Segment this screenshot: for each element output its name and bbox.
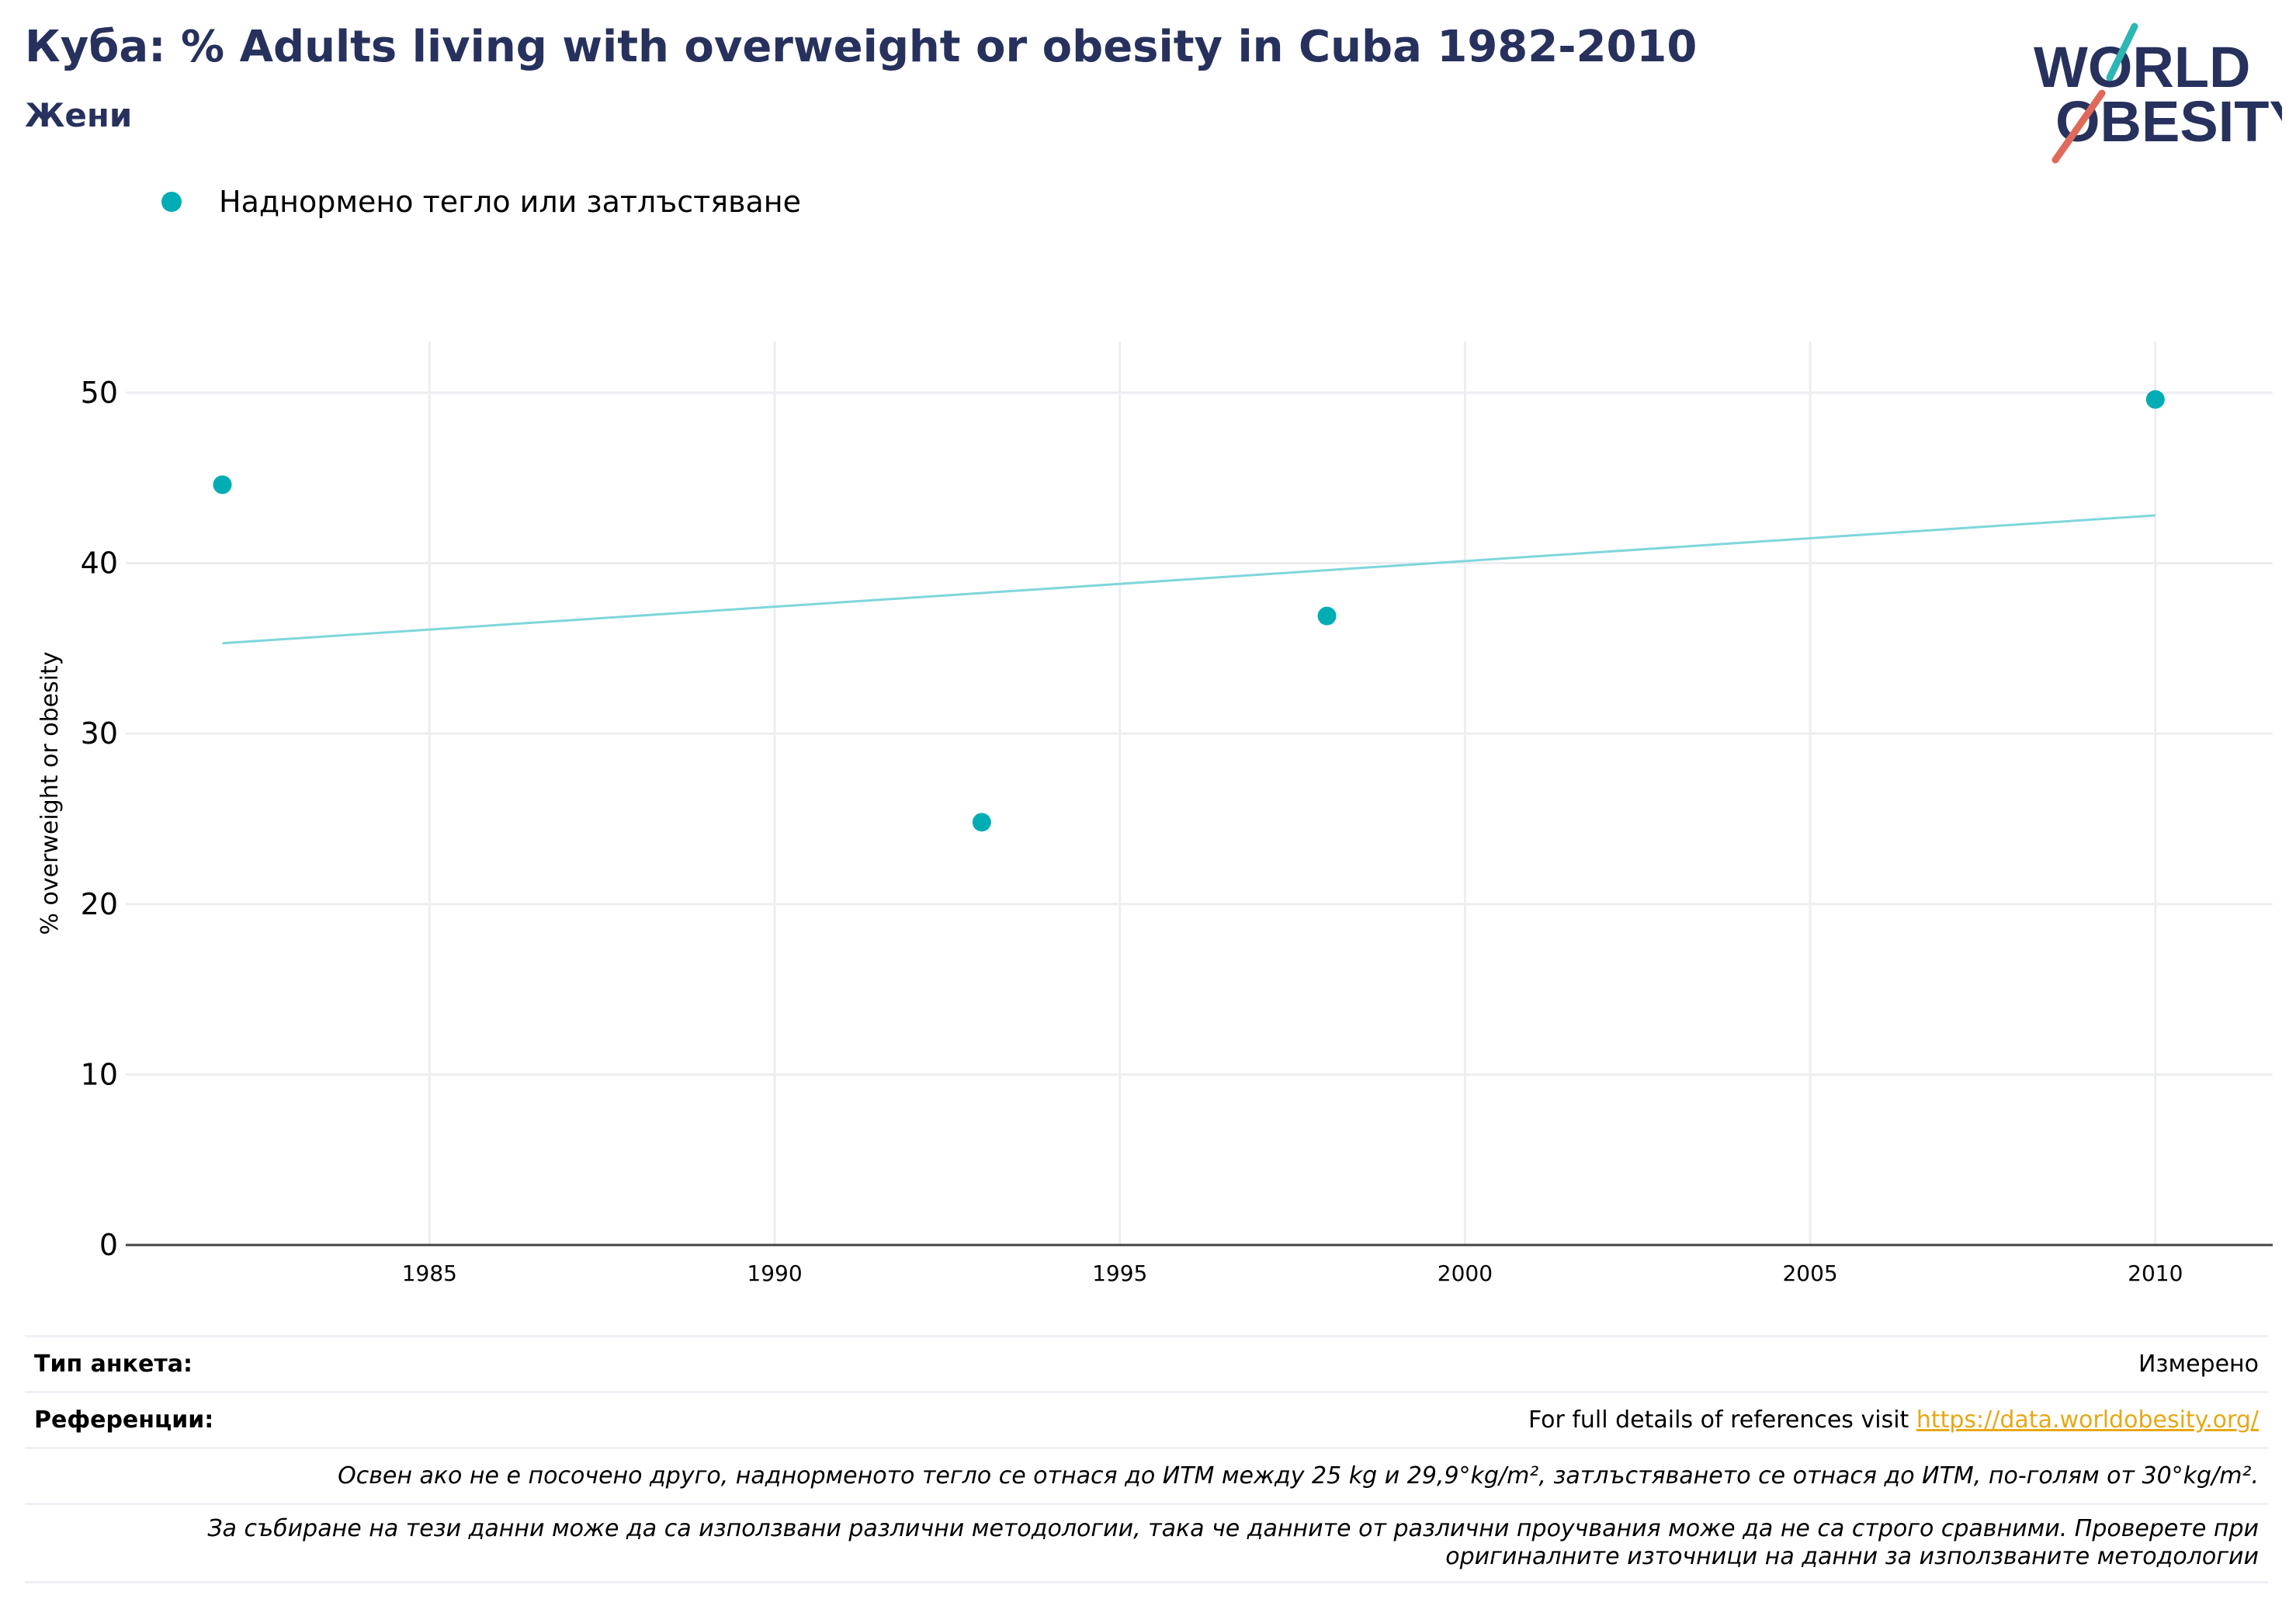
references-label: Референции: (34, 1406, 214, 1434)
legend[interactable]: Наднормено тегло или затлъстяване (161, 180, 801, 224)
survey-type-value: Измерено (2138, 1351, 2259, 1378)
info-row-survey-type: Тип анкета: Измерено (25, 1335, 2268, 1391)
logo-slash-red (2051, 89, 2106, 164)
x-tick-label: 2010 (2128, 1261, 2183, 1286)
data-point (1317, 606, 1337, 626)
survey-type-label: Тип анкета: (34, 1351, 192, 1378)
chart-subtitle: Жени (25, 96, 133, 134)
info-row-note-definitions: Освен ако не е посочено друго, наднормен… (25, 1447, 2268, 1503)
y-tick-label: 10 (81, 1057, 118, 1091)
y-tick-label: 40 (81, 546, 118, 581)
y-tick-label: 30 (81, 716, 118, 751)
legend-marker (161, 192, 182, 212)
note-methodology-line2: оригиналните източници на данни за изпол… (1445, 1543, 2259, 1570)
data-point (213, 475, 232, 494)
x-tick-label: 2005 (1782, 1261, 1837, 1286)
logo-word-world: WORLD (2034, 35, 2251, 99)
note-definitions: Освен ако не е посочено друго, наднормен… (338, 1462, 2259, 1489)
world-obesity-logo: WORLD OBESITY (2034, 23, 2282, 164)
info-row-references: Референции: For full details of referenc… (25, 1391, 2268, 1447)
x-tick-label: 1990 (747, 1261, 802, 1286)
data-point (972, 813, 991, 832)
note-methodology: За събиране на тези данни може да са изп… (34, 1515, 2259, 1571)
x-tick-label: 2000 (1438, 1261, 1493, 1286)
y-tick-label: 50 (81, 376, 118, 410)
note-methodology-line1: За събиране на тези данни може да са изп… (207, 1515, 2259, 1542)
info-table: Тип анкета: Измерено Референции: For ful… (25, 1335, 2268, 1583)
references-text: For full details of references visit (1528, 1406, 1916, 1434)
scatter-chart: 1985 1990 1995 2000 2005 2010 0 10 20 30 40 50 % ove… (36, 342, 2273, 1286)
y-tick-label: 20 (81, 887, 118, 921)
info-row-note-methodology: За събиране на тези данни може да са изп… (25, 1503, 2268, 1583)
y-tick-label: 0 (99, 1228, 118, 1262)
chart-title: Куба: % Adults living with overweight or… (25, 22, 1698, 72)
x-tick-label: 1985 (402, 1261, 457, 1286)
x-tick-label: 1995 (1092, 1261, 1147, 1286)
references-link[interactable]: https://data.worldobesity.org/ (1916, 1406, 2259, 1434)
legend-label: Наднормено тегло или затлъстяване (219, 185, 801, 219)
logo-slash-teal (2106, 23, 2138, 81)
references-value: For full details of references visit htt… (1528, 1406, 2259, 1434)
data-point (2145, 390, 2165, 409)
trend-line (222, 514, 2156, 645)
y-axis-label: % overweight or obesity (36, 651, 64, 935)
